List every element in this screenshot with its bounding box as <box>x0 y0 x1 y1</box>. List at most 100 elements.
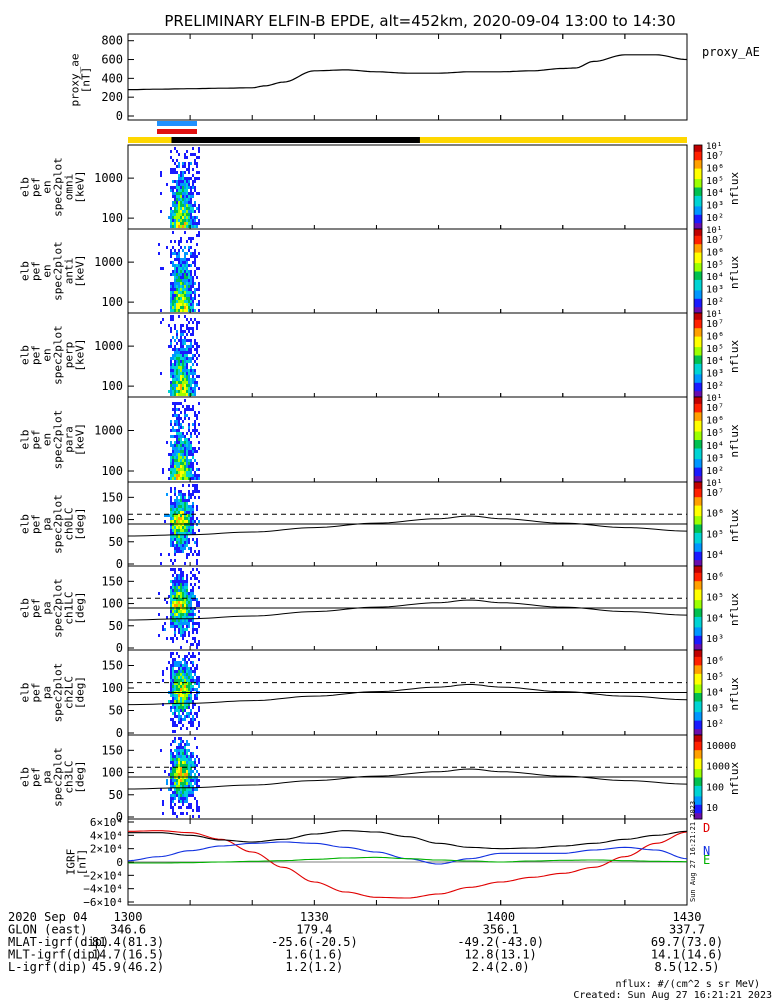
spectrogram-pixel <box>192 721 194 724</box>
spectrogram-pixel <box>182 625 184 628</box>
spectrogram-pixel <box>190 216 192 219</box>
spectrogram-pixel <box>190 357 192 360</box>
spectrogram-pixel <box>192 676 194 679</box>
colorbar-cell <box>694 342 702 345</box>
ylabel-line: IGRF <box>65 849 78 876</box>
spectrogram-pixel <box>176 610 178 613</box>
spectrogram-pixel <box>198 474 200 477</box>
colorbar-cell <box>694 401 702 404</box>
spectrogram-pixel <box>182 369 184 372</box>
colorbar-cell <box>694 323 702 327</box>
footer-row-label: L-igrf(dip) <box>8 960 87 974</box>
spectrogram-pixel <box>182 547 184 550</box>
spectrogram-pixel <box>194 360 196 363</box>
spectrogram-pixel <box>170 700 172 703</box>
spectrogram-pixel <box>178 673 180 676</box>
spectrogram-pixel <box>178 773 180 776</box>
footer-value: 1400 <box>486 910 515 924</box>
spectrogram-pixel <box>198 604 200 607</box>
spectrogram-pixel <box>160 309 162 312</box>
colorbar-tick-label: 10⁴ <box>706 441 724 452</box>
colorbar-cell <box>694 559 702 563</box>
spectrogram-pixel <box>174 360 176 363</box>
spectrogram-pixel <box>186 773 188 776</box>
spectrogram-pixel <box>190 610 192 613</box>
spectrogram-pixel <box>174 303 176 306</box>
spectrogram-pixel <box>174 715 176 718</box>
spectrogram-pixel <box>190 351 192 354</box>
spectrogram-pixel <box>184 755 186 758</box>
spectrogram-pixel <box>190 450 192 453</box>
spectrogram-pixel <box>178 423 180 426</box>
spectrogram-pixel <box>186 264 188 267</box>
spectrogram-pixel <box>168 553 170 556</box>
spectrogram-pixel <box>180 517 182 520</box>
spectrogram-pixel <box>192 279 194 282</box>
spectrogram-pixel <box>186 285 188 288</box>
footer-value: 179.4 <box>296 923 332 937</box>
spectrogram-pixel <box>174 291 176 294</box>
spectrogram-pixel <box>188 712 190 715</box>
y-tick-label: 600 <box>101 53 123 67</box>
colorbar-cell <box>694 256 702 259</box>
spectrogram-pixel <box>174 414 176 417</box>
spectrogram-pixel <box>180 628 182 631</box>
spectrogram-pixel <box>186 348 188 351</box>
ylabel-line: spec2plot <box>52 663 65 723</box>
spectrogram-pixel <box>184 517 186 520</box>
spectrogram-pixel <box>172 535 174 538</box>
spectrogram-pixel <box>188 198 190 201</box>
spectrogram-pixel <box>172 667 174 670</box>
spectrogram-pixel <box>188 297 190 300</box>
colorbar-cell <box>694 696 702 700</box>
spectrogram-pixel <box>184 622 186 625</box>
spectrogram-pixel <box>192 192 194 195</box>
spectrogram-pixel <box>178 709 180 712</box>
spectrogram-pixel <box>182 682 184 685</box>
spectrogram-pixel <box>184 261 186 264</box>
spectrogram-pixel <box>180 574 182 577</box>
spectrogram-pixel <box>182 803 184 806</box>
colorbar-cell <box>694 414 702 417</box>
spectrogram-pixel <box>172 459 174 462</box>
spectrogram-pixel <box>192 282 194 285</box>
spectrogram-pixel <box>190 613 192 616</box>
colorbar-cell <box>694 709 702 713</box>
spectrogram-pixel <box>168 661 170 664</box>
spectrogram-pixel <box>182 363 184 366</box>
spectrogram-pixel <box>176 216 178 219</box>
colorbar-tick-label: 10⁶ <box>706 163 724 174</box>
spectrogram-pixel <box>194 779 196 782</box>
spectrogram-pixel <box>184 414 186 417</box>
colorbar-cell <box>694 212 702 215</box>
spectrogram-pixel <box>178 622 180 625</box>
colorbar-cell <box>694 545 702 548</box>
spectrogram-pixel <box>178 435 180 438</box>
footer-value: 81.4(81.3) <box>92 935 164 949</box>
spectrogram-pixel <box>174 794 176 797</box>
spectrogram-pixel <box>198 758 200 761</box>
spectrogram-pixel <box>170 508 172 511</box>
spectrogram-pixel <box>192 210 194 213</box>
spectrogram-pixel <box>180 459 182 462</box>
colorbar-tick-label: 10¹ <box>706 226 722 236</box>
spectrogram-pixel <box>184 532 186 535</box>
spectrogram-pixel <box>180 496 182 499</box>
spectrogram-pixel <box>172 219 174 222</box>
spectrogram-pixel <box>172 408 174 411</box>
spectrogram-pixel <box>198 267 200 270</box>
colorbar-cell <box>694 304 702 308</box>
spectrogram-pixel <box>180 210 182 213</box>
colorbar-cell <box>694 331 702 335</box>
spectrogram-pixel <box>192 468 194 471</box>
spectrogram-pixel <box>182 619 184 622</box>
science-zone-bar-red <box>157 129 197 134</box>
spectrogram-pixel <box>170 526 172 529</box>
colorbar-cell <box>694 804 702 807</box>
spectrogram-pixel <box>170 375 172 378</box>
colorbar-cell <box>694 418 702 421</box>
spectrogram-pixel <box>196 267 198 270</box>
y-tick-label: 50 <box>109 788 123 802</box>
spectrogram-pixel <box>190 270 192 273</box>
spectrogram-pixel <box>182 444 184 447</box>
